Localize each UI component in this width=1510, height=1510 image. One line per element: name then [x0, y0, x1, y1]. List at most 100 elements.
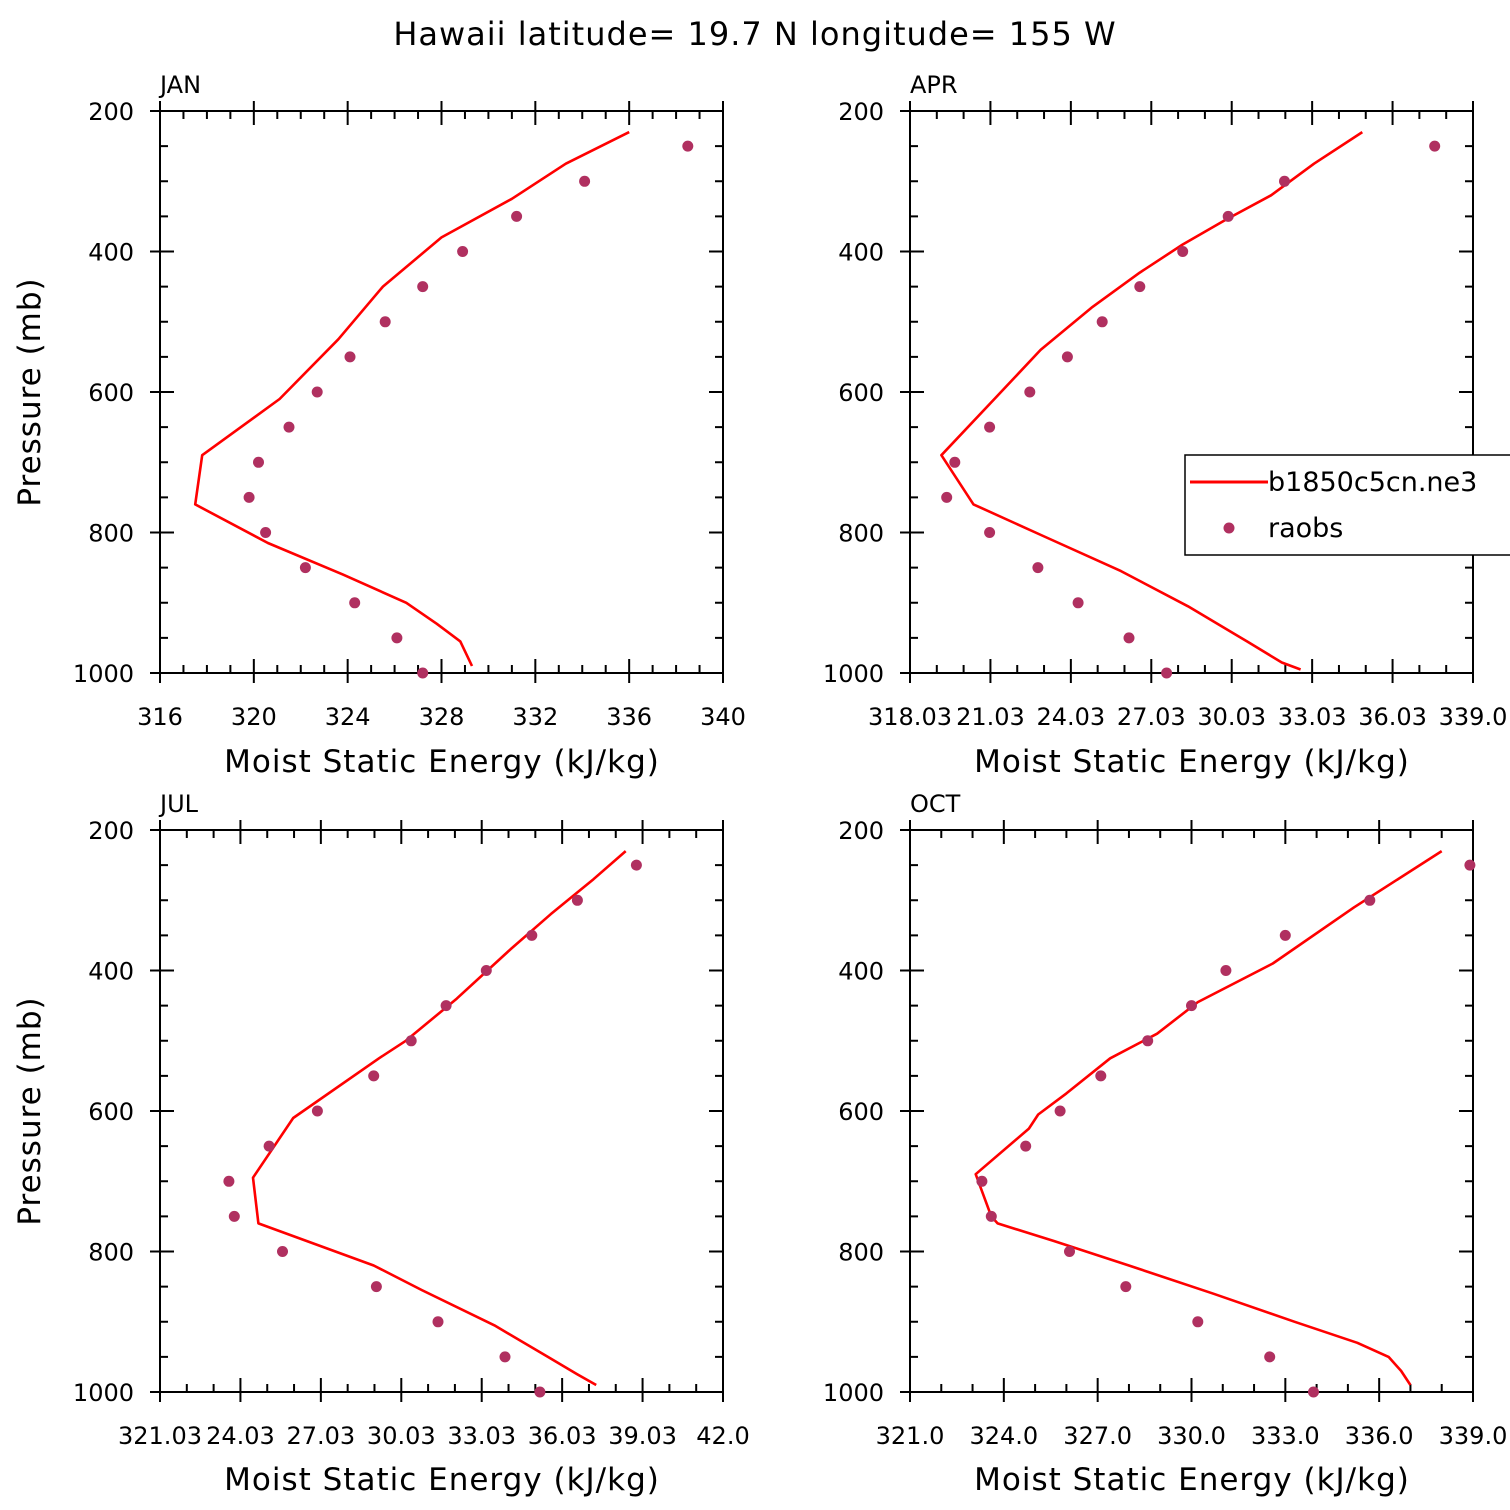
raobs-point — [405, 1035, 417, 1047]
raobs-point — [511, 210, 523, 222]
y-tick-label: 400 — [838, 239, 884, 267]
raobs-point — [1120, 1281, 1132, 1293]
figure-title: Hawaii latitude= 19.7 N longitude= 155 W — [393, 15, 1116, 53]
x-tick-label: 30.03 — [367, 1422, 436, 1450]
y-tick-label: 600 — [88, 1098, 134, 1126]
raobs-point — [941, 491, 953, 503]
raobs-point — [682, 140, 694, 152]
raobs-point — [1279, 175, 1290, 187]
raobs-point — [277, 1246, 288, 1257]
raobs-point — [984, 527, 996, 538]
x-tick-label: 33.03 — [447, 1422, 516, 1450]
plot-frame-oct — [909, 829, 1474, 1393]
raobs-point — [985, 1210, 997, 1222]
y-tick-label: 800 — [838, 1239, 884, 1267]
panel-oct: OCT 200 400 600 800 1000 321.0 324.0 327.0 330.… — [823, 790, 1507, 1498]
raobs-point — [1064, 1246, 1075, 1257]
y-axis-title-jan: Pressure (mb) — [12, 277, 48, 506]
y-tick-label: 1000 — [823, 1379, 884, 1407]
legend-obs-label: raobs — [1268, 513, 1343, 544]
x-tick-label: 339.0 — [1439, 703, 1508, 731]
x-tick-label: 24.03 — [1036, 703, 1105, 731]
x-tick-label: 39.03 — [608, 1422, 677, 1450]
raobs-point — [1032, 562, 1044, 574]
raobs-point — [253, 456, 264, 468]
raobs-point — [311, 386, 323, 398]
y-tick-label: 600 — [838, 379, 884, 407]
raobs-point — [1095, 1070, 1107, 1082]
panel-apr: APR 200 400 600 800 1000 318.03 21.03 24.03 27.… — [823, 71, 1507, 780]
series-apr — [940, 131, 1441, 679]
raobs-point — [1123, 632, 1135, 644]
raobs-point — [984, 421, 996, 433]
legend-model-label: b1850c5cn.ne3 — [1268, 467, 1477, 498]
x-tick-label: 327.0 — [1063, 1422, 1132, 1450]
x-tick-label: 33.03 — [1278, 703, 1347, 731]
raobs-point — [440, 1000, 452, 1012]
series-jul — [223, 850, 642, 1398]
x-tick-label: 336.0 — [1345, 1422, 1414, 1450]
x-axis-title-oct: Moist Static Energy (kJ/kg) — [974, 1462, 1410, 1498]
y-tick-label: 400 — [88, 958, 134, 986]
x-tick-label: 24.03 — [206, 1422, 275, 1450]
y-tick-label: 200 — [88, 817, 134, 845]
x-tick-label: 330.0 — [1157, 1422, 1226, 1450]
x-tick-label: 27.03 — [286, 1422, 355, 1450]
series-oct — [974, 850, 1476, 1398]
x-tick-label: 332 — [512, 703, 558, 731]
x-tick-label: 27.03 — [1117, 703, 1186, 731]
legend: b1850c5cn.ne3 raobs — [1184, 454, 1510, 556]
x-tick-label: 321.03 — [118, 1422, 202, 1450]
y-tick-label: 600 — [88, 379, 134, 407]
y-tick-label: 400 — [838, 958, 884, 986]
raobs-point — [349, 597, 361, 609]
legend-obs-swatch — [1223, 522, 1235, 534]
raobs-point — [534, 1386, 546, 1398]
y-tick-label: 800 — [88, 520, 134, 548]
raobs-point — [579, 175, 591, 187]
x-tick-label: 328 — [419, 703, 465, 731]
raobs-point — [1020, 1140, 1032, 1152]
x-tick-label: 336 — [606, 703, 652, 731]
y-ticks-apr: 200 400 600 800 1000 — [823, 98, 1473, 688]
raobs-point — [260, 527, 272, 538]
raobs-point — [417, 667, 429, 679]
y-tick-label: 200 — [838, 98, 884, 126]
x-ticks-jan: 316 320 324 328 332 336 340 — [137, 101, 746, 731]
x-ticks-apr: 318.03 21.03 24.03 27.03 30.03 33.03 36.03 339.… — [868, 101, 1507, 731]
x-tick-label: 316 — [137, 703, 183, 731]
panel-title-jul: JUL — [158, 790, 199, 818]
raobs-point — [1186, 1000, 1197, 1012]
raobs-point — [370, 1281, 382, 1293]
raobs-point — [1096, 316, 1108, 328]
raobs-point — [432, 1316, 444, 1328]
panel-title-apr: APR — [910, 71, 958, 99]
x-ticks-oct: 321.0 324.0 327.0 330.0 333.0 336.0 339.0 — [876, 820, 1508, 1450]
y-ticks-jan: 200 400 600 800 1000 — [73, 98, 723, 688]
raobs-point — [1364, 894, 1376, 906]
plot-frame-jul — [159, 829, 724, 1393]
raobs-point — [480, 965, 492, 976]
y-ticks-oct: 200 400 600 800 1000 — [823, 817, 1473, 1407]
raobs-point — [949, 456, 961, 468]
x-axis-title-apr: Moist Static Energy (kJ/kg) — [974, 744, 1410, 780]
x-tick-label: 339.0 — [1439, 1422, 1508, 1450]
x-axis-title-jul: Moist Static Energy (kJ/kg) — [224, 1462, 660, 1498]
raobs-point — [1264, 1351, 1276, 1363]
panel-title-jan: JAN — [158, 71, 201, 99]
y-ticks-jul: 200 400 600 800 1000 — [73, 817, 723, 1407]
model-line — [193, 130, 630, 667]
x-tick-label: 42.0 — [696, 1422, 749, 1450]
y-axis-title-jul: Pressure (mb) — [12, 996, 48, 1225]
legend-box — [1184, 454, 1510, 556]
y-tick-label: 200 — [88, 98, 134, 126]
panel-jul: JUL 200 400 600 800 1000 321.03 24.03 27.03 30.… — [12, 790, 750, 1498]
y-tick-label: 400 — [88, 239, 134, 267]
raobs-point — [417, 281, 429, 293]
raobs-point — [457, 246, 469, 257]
x-tick-label: 30.03 — [1197, 703, 1266, 731]
raobs-point — [1177, 246, 1189, 257]
raobs-point — [344, 351, 356, 363]
raobs-point — [1464, 859, 1476, 871]
